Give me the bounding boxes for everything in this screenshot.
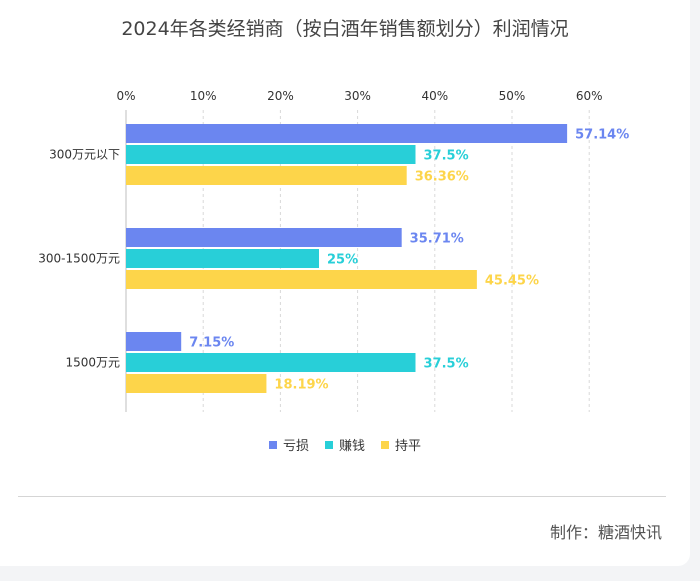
data-label: 25%	[327, 253, 358, 268]
data-label: 37.5%	[424, 357, 469, 372]
x-tick-label: 40%	[421, 89, 448, 103]
bar	[126, 145, 416, 164]
x-tick-label: 0%	[116, 89, 135, 103]
data-label: 7.15%	[189, 336, 234, 351]
legend-item: 赚钱	[324, 435, 365, 454]
legend-swatch	[381, 440, 389, 449]
data-label: 45.45%	[485, 274, 539, 289]
chart-legend: 亏损 赚钱 持平	[0, 435, 690, 454]
category-label: 300-1500万元	[38, 252, 120, 266]
data-label: 35.71%	[410, 232, 464, 247]
legend-item: 亏损	[268, 435, 309, 454]
credit-text: 制作：糖酒快讯	[549, 523, 662, 542]
bar-chart: 0% 10% 20% 30% 40% 50% 60% 300万元以下 57.14% 37.5% 36…	[38, 89, 629, 412]
data-label: 18.19%	[274, 378, 328, 393]
footer-divider	[18, 496, 666, 497]
x-tick-label: 50%	[499, 89, 526, 103]
x-tick-label: 20%	[267, 89, 294, 103]
x-tick-label: 60%	[576, 89, 603, 103]
bar	[126, 228, 402, 247]
data-label: 57.14%	[575, 128, 629, 143]
bar	[126, 270, 477, 289]
bar	[126, 124, 568, 143]
bar	[126, 374, 267, 393]
bar	[126, 166, 407, 185]
legend-item: 持平	[381, 435, 421, 454]
legend-label: 亏损	[282, 439, 309, 454]
chart-card: 2024年各类经销商（按白酒年销售额划分）利润情况 0% 10% 20% 30% 40%…	[0, 0, 690, 566]
chart-title: 2024年各类经销商（按白酒年销售额划分）利润情况	[121, 18, 569, 40]
legend-label: 持平	[395, 439, 422, 454]
bar	[126, 332, 182, 351]
legend-label: 赚钱	[338, 439, 365, 454]
x-tick-label: 10%	[190, 89, 217, 103]
bar	[126, 353, 416, 372]
data-label: 36.36%	[415, 170, 469, 185]
data-label: 37.5%	[424, 149, 469, 164]
legend-swatch	[268, 440, 277, 449]
category-label: 1500万元	[65, 356, 120, 370]
x-tick-label: 30%	[344, 89, 371, 103]
legend-swatch	[324, 440, 333, 449]
category-label: 300万元以下	[49, 148, 120, 162]
bar	[126, 249, 319, 268]
